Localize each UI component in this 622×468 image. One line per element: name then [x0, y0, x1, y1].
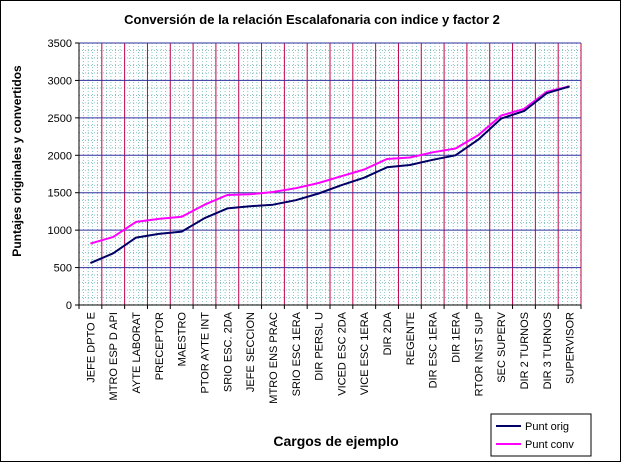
x-tick-label: VICE ESC 1ERA	[359, 311, 371, 395]
y-tick-label: 1000	[48, 225, 72, 237]
x-tick-label: SEC SUPERV	[496, 311, 508, 382]
x-tick-label: JEFE DPTO E	[85, 312, 97, 383]
y-tick-label: 3000	[48, 75, 72, 87]
y-tick-label: 2500	[48, 113, 72, 125]
x-tick-label: SRIO ESC 1ERA	[291, 311, 303, 396]
legend-box	[490, 413, 592, 457]
series-lines	[90, 85, 570, 265]
x-tick-label: RTOR INST SUP	[473, 312, 485, 396]
x-tick-label: DIR 2DA	[382, 311, 394, 355]
y-tick-label: 2000	[48, 150, 72, 162]
chart-title: Conversión de la relación Escalafonaria …	[124, 12, 500, 27]
x-tick-label: MTRO ENS PRAC	[268, 312, 280, 404]
y-tick-label: 0	[66, 300, 72, 312]
y-tick-label: 500	[54, 263, 72, 275]
x-tick-label: DIR 3 TURNOS	[542, 312, 554, 389]
x-tick-label: SUPERVISOR	[565, 312, 577, 384]
x-tick-label: MTRO ESP D API	[108, 312, 120, 400]
x-tick-label: PTOR AYTE INT	[200, 312, 212, 394]
x-tick-label: MAESTRO	[177, 312, 189, 367]
x-tick-label: JEFE SECCION	[245, 312, 257, 392]
x-tick-label: DIR PERSL U	[314, 312, 326, 381]
y-axis-label: Puntajes originales y convertidos	[10, 65, 24, 257]
x-tick-label: AYTE LABORAT	[131, 312, 143, 394]
y-tick-label: 3500	[48, 38, 72, 50]
x-tick-label: REGENTE	[405, 312, 417, 365]
plot-area	[78, 42, 582, 306]
x-tick-label: VICED ESC 2DA	[336, 311, 348, 395]
x-axis-ticks: JEFE DPTO E MTRO ESP D API AYTE LABORAT PRE…	[78, 305, 582, 404]
y-axis-ticks: 0 500 1000 1500 2000 2500 3000 3500	[48, 38, 79, 312]
series-line-punt-orig	[90, 85, 570, 265]
legend-label: Punt orig	[525, 421, 569, 433]
x-tick-label: DIR ESC 1ERA	[428, 311, 440, 388]
y-tick-label: 1500	[48, 188, 72, 200]
x-tick-label: DIR 1ERA	[451, 311, 463, 362]
series-line-punt-conv	[90, 85, 570, 245]
legend: Punt orig Punt conv	[490, 413, 592, 457]
x-tick-label: SRIO ESC. 2DA	[222, 311, 234, 392]
x-tick-label: PRECEPTOR	[154, 312, 166, 380]
x-tick-label: DIR 2 TURNOS	[519, 312, 531, 389]
x-axis-label: Cargos de ejemplo	[273, 433, 398, 449]
legend-label: Punt conv	[525, 439, 574, 451]
